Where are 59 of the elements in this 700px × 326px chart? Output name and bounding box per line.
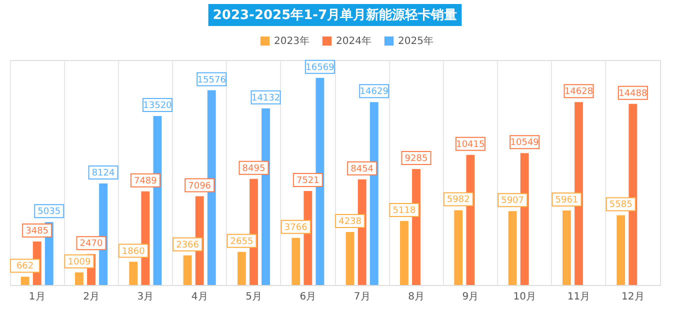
- data-label: 2366: [176, 240, 200, 250]
- bar: [129, 262, 138, 285]
- data-label: 5585: [609, 200, 632, 210]
- bar: [508, 211, 517, 285]
- data-label: 14132: [251, 93, 280, 104]
- legend-label: 2023年: [274, 35, 310, 48]
- data-label: 2470: [80, 239, 103, 250]
- bar: [183, 255, 192, 285]
- data-label: 10415: [456, 140, 485, 150]
- bar: [75, 272, 84, 285]
- x-tick-label: 10月: [513, 292, 536, 302]
- data-label: 5961: [555, 195, 578, 206]
- x-tick-label: 3月: [137, 292, 154, 302]
- x-tick-label: 9月: [462, 292, 479, 302]
- bar: [616, 215, 626, 285]
- x-tick-label: 12月: [622, 292, 644, 302]
- bar: [454, 210, 463, 285]
- x-tick-label: 11月: [567, 292, 590, 302]
- data-label: 13520: [143, 101, 172, 111]
- x-tick-label: 5月: [246, 292, 262, 302]
- bar: [20, 276, 30, 285]
- bar: [346, 232, 354, 285]
- data-label: 8495: [242, 164, 266, 174]
- data-label: 14629: [360, 87, 389, 98]
- data-label: 662: [16, 262, 34, 272]
- data-label: 8454: [350, 164, 374, 174]
- data-label: 1860: [122, 246, 146, 257]
- x-tick-label: 4月: [191, 292, 208, 302]
- data-label: 5035: [38, 207, 61, 218]
- data-label: 1009: [68, 257, 91, 268]
- data-label: 4238: [338, 217, 362, 228]
- legend-label: 2024年: [336, 35, 372, 48]
- x-tick-label: 8月: [408, 292, 424, 302]
- data-label: 2655: [230, 236, 254, 247]
- data-label: 3485: [26, 226, 49, 236]
- data-label: 9285: [404, 154, 428, 164]
- data-label: 7521: [296, 176, 320, 186]
- legend-label: 2025年: [398, 35, 434, 48]
- bar: [292, 238, 300, 285]
- data-label: 5907: [501, 196, 524, 206]
- x-tick-label: 1月: [28, 292, 46, 302]
- data-label: 7489: [134, 176, 158, 186]
- x-tick-label: 6月: [300, 292, 316, 302]
- data-label: 3766: [284, 222, 308, 233]
- data-label: 8124: [92, 168, 116, 178]
- data-label: 5118: [392, 206, 416, 216]
- data-label: 16569: [306, 62, 335, 73]
- chart-title: 2023-2025年1-7月单月新能源轻卡销量: [212, 7, 458, 23]
- data-label: 15576: [197, 75, 226, 86]
- bar: [238, 252, 246, 285]
- data-label: 7096: [188, 181, 212, 192]
- data-label: 14628: [564, 87, 594, 98]
- data-label: 14488: [618, 88, 648, 99]
- bar: [400, 221, 408, 285]
- x-tick-label: 7月: [354, 292, 370, 302]
- data-label: 5982: [446, 195, 470, 206]
- data-label: 10549: [510, 138, 540, 148]
- x-tick-label: 2月: [83, 292, 100, 302]
- bar: [562, 210, 571, 285]
